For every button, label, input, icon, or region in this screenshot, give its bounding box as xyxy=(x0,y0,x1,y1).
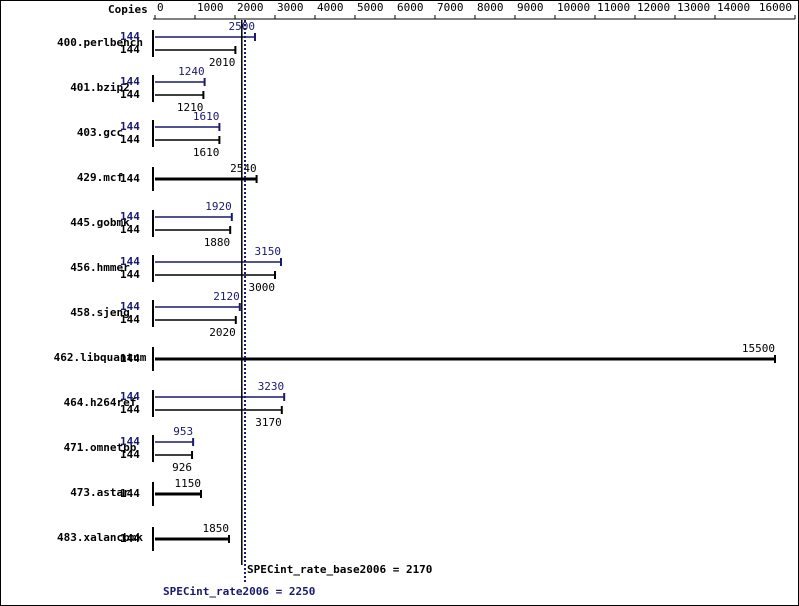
x-tick-label: 0 xyxy=(157,1,164,14)
copies-label: 144 xyxy=(120,435,140,448)
value-label: 2020 xyxy=(209,326,236,339)
copies-label: 144 xyxy=(120,268,140,281)
value-label: 3150 xyxy=(255,245,282,258)
copies-label: 144 xyxy=(120,532,140,545)
benchmark-label: 464.h264ref xyxy=(64,396,137,409)
copies-label: 144 xyxy=(120,210,140,223)
x-tick-label: 4000 xyxy=(317,1,344,14)
copies-label: 144 xyxy=(120,88,140,101)
x-tick-label: 13000 xyxy=(677,1,710,14)
x-tick-label: 3000 xyxy=(277,1,304,14)
value-label: 953 xyxy=(173,425,193,438)
copies-label: 144 xyxy=(120,403,140,416)
value-label: 3170 xyxy=(255,416,282,429)
x-tick-label: 8000 xyxy=(477,1,504,14)
benchmark-label: 429.mcf xyxy=(77,171,123,184)
x-tick-label: 2000 xyxy=(237,1,264,14)
value-label: 3000 xyxy=(249,281,276,294)
copies-label: 144 xyxy=(120,43,140,56)
copies-label: 144 xyxy=(120,255,140,268)
value-label: 1850 xyxy=(203,522,230,535)
reference-label: SPECint_rate_base2006 = 2170 xyxy=(247,563,432,576)
x-tick-label: 12000 xyxy=(637,1,670,14)
benchmark-label: 471.omnetpp xyxy=(64,441,137,454)
x-tick-label: 9000 xyxy=(517,1,544,14)
value-label: 2010 xyxy=(209,56,236,69)
benchmark-label: 400.perlbench xyxy=(57,36,143,49)
x-tick-label: 6000 xyxy=(397,1,424,14)
copies-header: Copies xyxy=(108,3,148,16)
benchmark-label: 445.gobmk xyxy=(70,216,130,229)
copies-label: 144 xyxy=(120,133,140,146)
x-tick-label: 16000 xyxy=(759,1,792,14)
copies-label: 144 xyxy=(120,448,140,461)
value-label: 2540 xyxy=(230,162,257,175)
x-tick-label: 7000 xyxy=(437,1,464,14)
value-label: 1880 xyxy=(204,236,231,249)
copies-label: 144 xyxy=(120,390,140,403)
value-label: 1240 xyxy=(178,65,205,78)
copies-label: 144 xyxy=(120,75,140,88)
x-tick-label: 5000 xyxy=(357,1,384,14)
benchmark-label: 403.gcc xyxy=(77,126,123,139)
value-label: 1150 xyxy=(175,477,202,490)
benchmark-label: 473.astar xyxy=(70,486,130,499)
x-tick-label: 10000 xyxy=(557,1,590,14)
value-label: 3230 xyxy=(258,380,285,393)
value-label: 1610 xyxy=(193,110,220,123)
copies-label: 144 xyxy=(120,172,140,185)
value-label: 1210 xyxy=(177,101,204,114)
copies-label: 144 xyxy=(120,223,140,236)
copies-label: 144 xyxy=(120,300,140,313)
benchmark-label: 401.bzip2 xyxy=(70,81,130,94)
value-label: 15500 xyxy=(742,342,775,355)
copies-label: 144 xyxy=(120,352,140,365)
x-tick-label: 11000 xyxy=(597,1,630,14)
benchmark-label: 458.sjeng xyxy=(70,306,130,319)
x-tick-label: 1000 xyxy=(197,1,224,14)
value-label: 926 xyxy=(172,461,192,474)
benchmark-label: 456.hmmer xyxy=(70,261,130,274)
value-label: 1610 xyxy=(193,146,220,159)
copies-label: 144 xyxy=(120,487,140,500)
reference-label: SPECint_rate2006 = 2250 xyxy=(163,585,315,598)
value-label: 1920 xyxy=(205,200,232,213)
copies-label: 144 xyxy=(120,30,140,43)
benchmark-label: 483.xalancbmk xyxy=(57,531,143,544)
copies-label: 144 xyxy=(120,313,140,326)
x-tick-label: 14000 xyxy=(717,1,750,14)
benchmark-label: 462.libquantum xyxy=(54,351,147,364)
value-label: 2120 xyxy=(213,290,240,303)
copies-label: 144 xyxy=(120,120,140,133)
